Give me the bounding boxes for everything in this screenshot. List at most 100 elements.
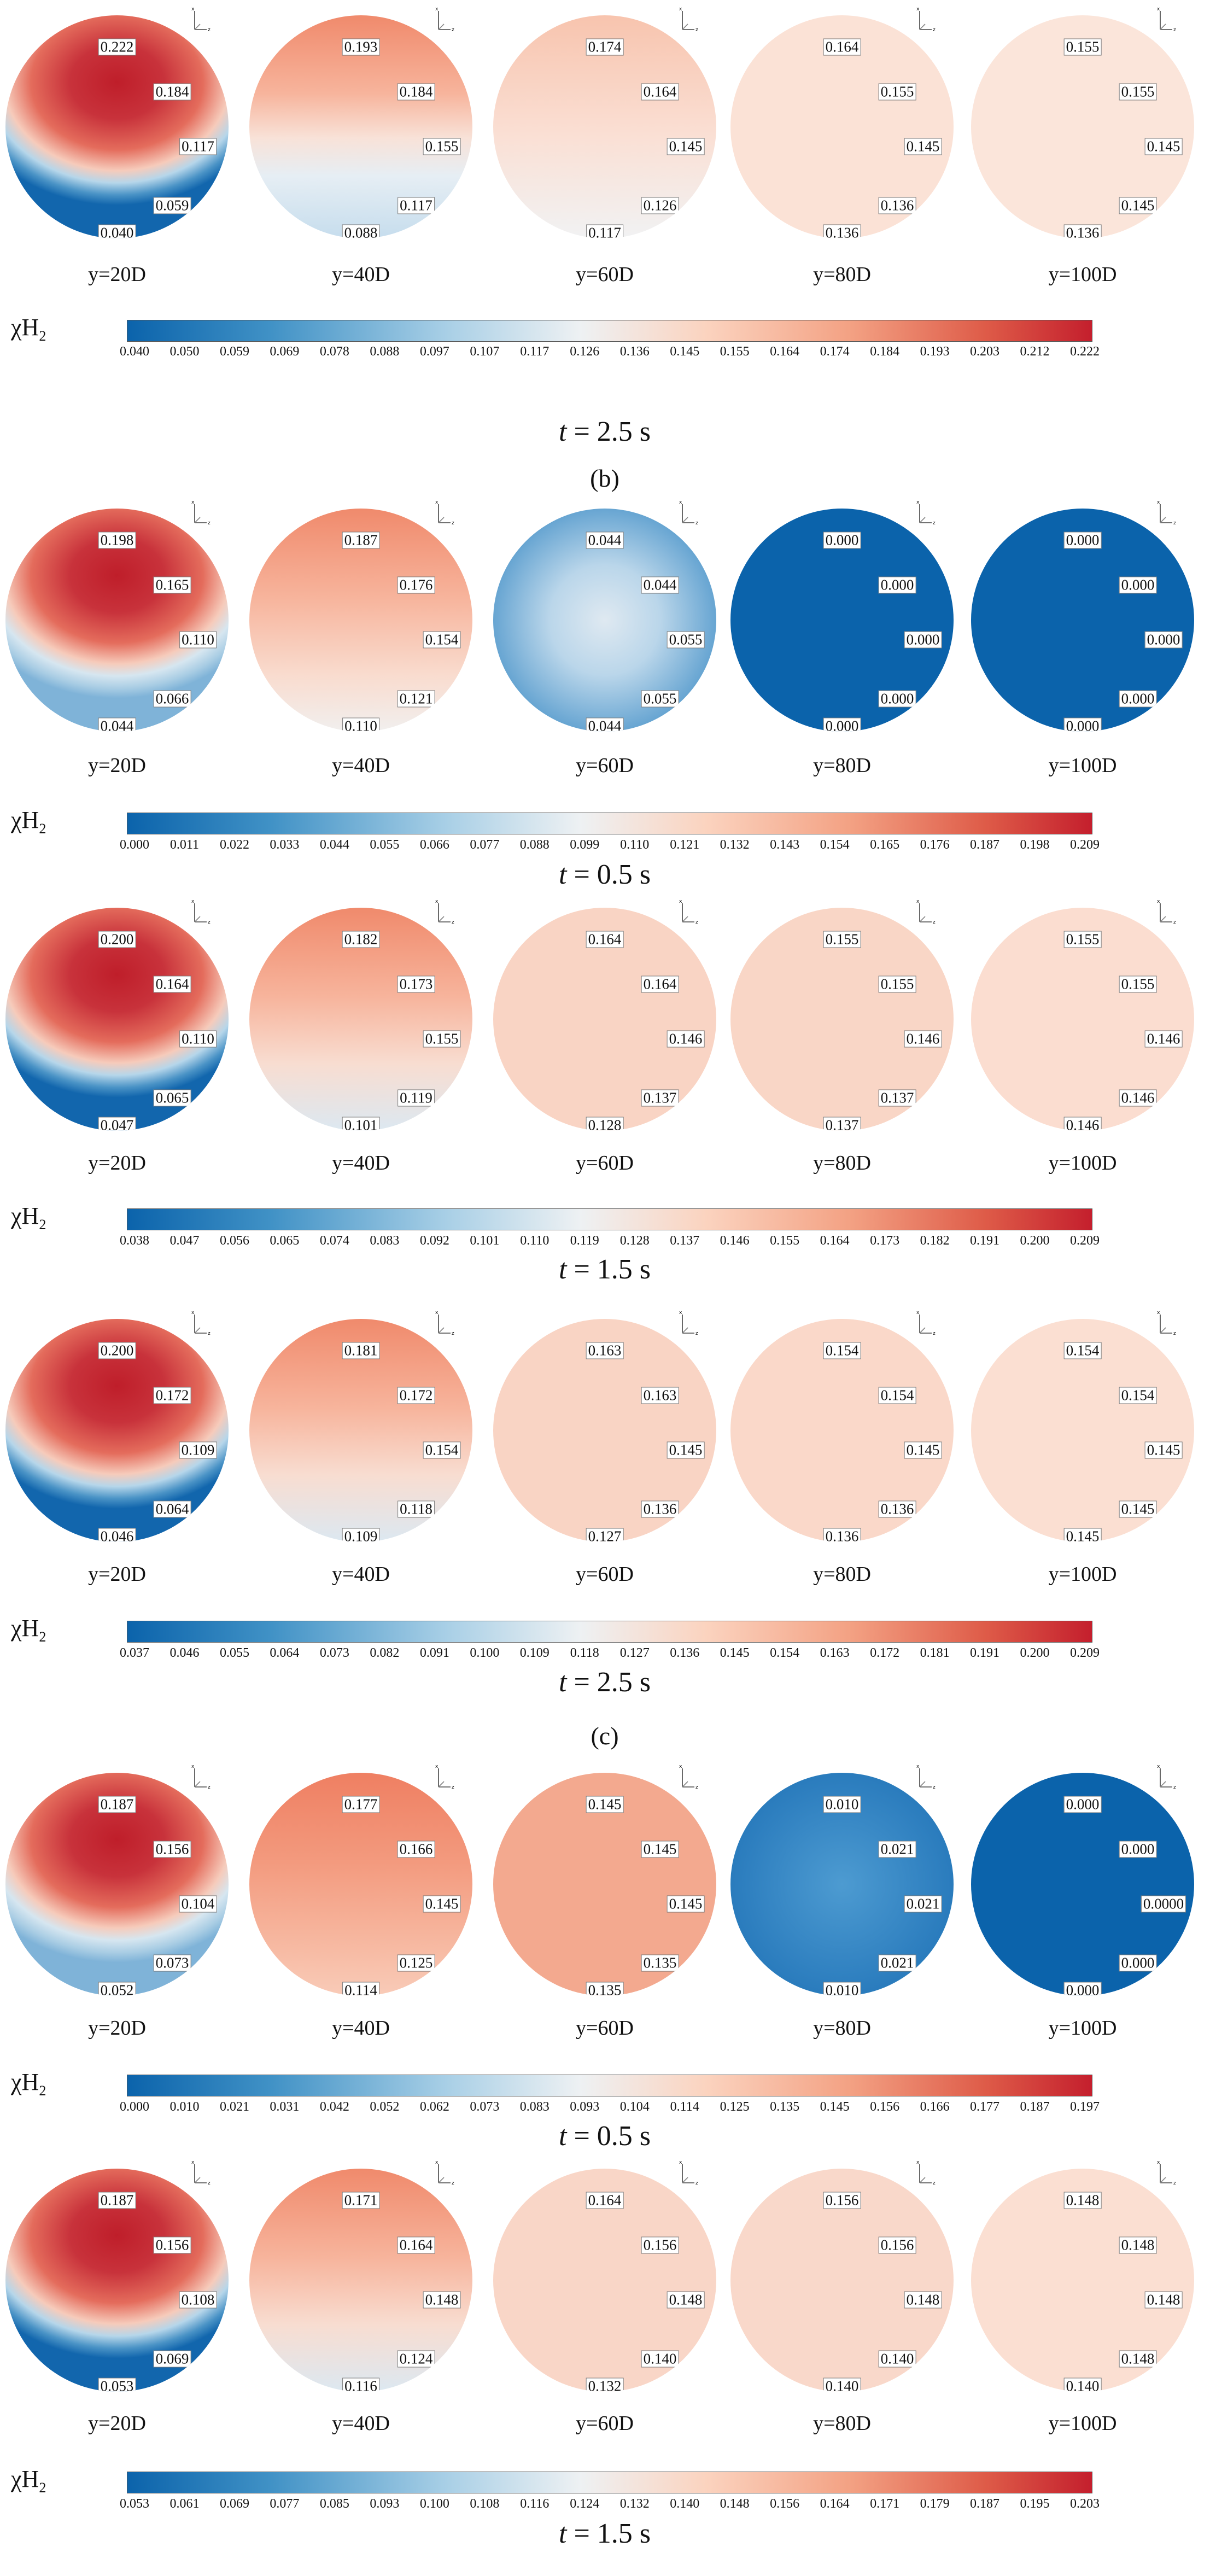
colorbar-ticks: 0.000 0.011 0.022 0.033 0.044 0.055 0.066 0.077… <box>120 838 1100 854</box>
contour-value-label: 0.140 <box>878 2350 916 2368</box>
colorbar-tick-label: 0.177 <box>970 2100 1000 2114</box>
colorbar-tick-label: 0.164 <box>820 2497 850 2511</box>
colorbar-tick-label: 0.182 <box>920 1234 950 1248</box>
colorbar <box>127 813 1092 834</box>
colorbar-tick-label: 0.154 <box>770 1646 800 1660</box>
axis-glyph: xz <box>1157 1310 1176 1336</box>
contour-value-label: 0.109 <box>342 1528 380 1542</box>
colorbar-tick-label: 0.031 <box>270 2100 300 2114</box>
contour-value-label: 0.164 <box>586 2192 624 2209</box>
axis-glyph: xz <box>1157 2160 1176 2186</box>
contour-value-label: 0.000 <box>1119 1954 1157 1972</box>
contour-slice-y-80d: 0.000 0.000 0.000 0.000 0.000 <box>730 509 954 732</box>
contour-value-label: 0.040 <box>98 224 136 238</box>
svg-text:x: x <box>191 2160 195 2165</box>
contour-slice-y-40d: 0.177 0.166 0.145 0.125 0.114 <box>249 1773 472 1996</box>
contour-slice-y-60d: 0.044 0.044 0.055 0.055 0.044 <box>493 509 716 732</box>
colorbar-tick-label: 0.083 <box>370 1234 400 1248</box>
colorbar-tick-label: 0.011 <box>169 838 200 852</box>
axis-glyph: xz <box>916 1764 936 1790</box>
contour-slice-y-40d: 0.187 0.176 0.154 0.121 0.110 <box>249 509 472 732</box>
colorbar-tick-label: 0.164 <box>820 1234 850 1248</box>
contour-value-label: 0.164 <box>823 38 861 56</box>
h-subscript: 2 <box>39 2479 46 2496</box>
colorbar-tick-label: 0.164 <box>770 344 800 359</box>
contour-value-label: 0.145 <box>1119 1500 1157 1518</box>
contour-value-label: 0.148 <box>1144 2291 1183 2309</box>
contour-value-label: 0.136 <box>823 1528 861 1542</box>
svg-text:x: x <box>679 1764 682 1769</box>
position-label: y=20D <box>88 1152 146 1175</box>
colorbar-tick-label: 0.137 <box>670 1234 700 1248</box>
contour-value-label: 0.145 <box>904 138 942 155</box>
svg-text:x: x <box>435 1764 439 1769</box>
axis-glyph: xz <box>435 1310 454 1336</box>
contour-slice-y-40d: 0.171 0.164 0.148 0.124 0.116 <box>249 2169 472 2392</box>
contour-value-label: 0.148 <box>1063 2192 1102 2209</box>
colorbar-tick-label: 0.203 <box>970 344 1000 359</box>
svg-text:x: x <box>916 500 920 505</box>
contour-slice-y-100d: 0.155 0.155 0.146 0.146 0.146 <box>971 908 1194 1131</box>
colorbar-tick-label: 0.104 <box>619 2100 650 2114</box>
colorbar-tick-label: 0.197 <box>1070 2100 1100 2114</box>
contour-value-label: 0.137 <box>823 1117 861 1131</box>
svg-text:z: z <box>695 920 698 925</box>
colorbar-tick-label: 0.093 <box>370 2497 400 2511</box>
contour-value-label: 0.164 <box>586 931 624 948</box>
colorbar-tick-label: 0.209 <box>1070 1646 1100 1660</box>
svg-text:z: z <box>452 521 454 526</box>
colorbar-tick-label: 0.088 <box>370 344 400 359</box>
contour-value-label: 0.155 <box>423 1030 461 1048</box>
contour-value-label: 0.172 <box>397 1387 435 1404</box>
colorbar-symbol: χH2 <box>11 806 46 837</box>
colorbar <box>127 2472 1092 2493</box>
contour-value-label: 0.164 <box>153 976 191 993</box>
svg-text:z: z <box>1173 920 1176 925</box>
svg-text:x: x <box>679 2160 682 2165</box>
colorbar-tick-label: 0.010 <box>169 2100 200 2114</box>
colorbar-tick-label: 0.073 <box>319 1646 349 1660</box>
svg-text:z: z <box>452 920 454 925</box>
svg-text:x: x <box>191 7 195 12</box>
contour-value-label: 0.148 <box>423 2291 461 2309</box>
position-label: y=60D <box>576 1152 634 1175</box>
contour-value-label: 0.064 <box>153 1500 191 1518</box>
contour-value-label: 0.154 <box>1063 1342 1102 1359</box>
contour-value-label: 0.198 <box>98 531 136 549</box>
contour-value-label: 0.073 <box>153 1954 191 1972</box>
time-caption: t = 2.5 s <box>468 416 741 448</box>
contour-value-label: 0.187 <box>98 1796 136 1813</box>
position-label: y=80D <box>813 263 871 286</box>
colorbar-tick-label: 0.187 <box>970 838 1000 852</box>
axis-glyph: xz <box>916 500 936 526</box>
contour-slice-y-80d: 0.164 0.155 0.145 0.136 0.136 <box>730 15 954 238</box>
axis-glyph: xz <box>435 1764 454 1790</box>
contour-value-label: 0.0000 <box>1141 1895 1186 1913</box>
contour-value-label: 0.000 <box>823 717 861 732</box>
contour-value-label: 0.010 <box>823 1796 861 1813</box>
colorbar-tick-label: 0.191 <box>970 1234 1000 1248</box>
colorbar-tick-label: 0.174 <box>820 344 850 359</box>
colorbar-tick-label: 0.143 <box>770 838 800 852</box>
chi-symbol: χ <box>11 314 22 341</box>
colorbar-tick-label: 0.198 <box>1020 838 1050 852</box>
colorbar-tick-label: 0.064 <box>270 1646 300 1660</box>
axis-glyph: xz <box>679 1764 698 1790</box>
position-label: y=60D <box>576 2412 634 2435</box>
colorbar-tick-label: 0.073 <box>470 2100 500 2114</box>
svg-text:z: z <box>1173 521 1176 526</box>
contour-value-label: 0.164 <box>641 976 679 993</box>
contour-value-label: 0.184 <box>397 83 435 101</box>
colorbar <box>127 320 1092 342</box>
contour-slice-y-20d: 0.187 0.156 0.104 0.073 0.052 <box>5 1773 229 1996</box>
colorbar <box>127 2075 1092 2096</box>
axis-glyph: xz <box>435 2160 454 2186</box>
contour-slice-y-20d: 0.187 0.156 0.108 0.069 0.053 <box>5 2169 229 2392</box>
position-label: y=20D <box>88 2412 146 2435</box>
panel-label: (c) <box>591 1722 619 1750</box>
